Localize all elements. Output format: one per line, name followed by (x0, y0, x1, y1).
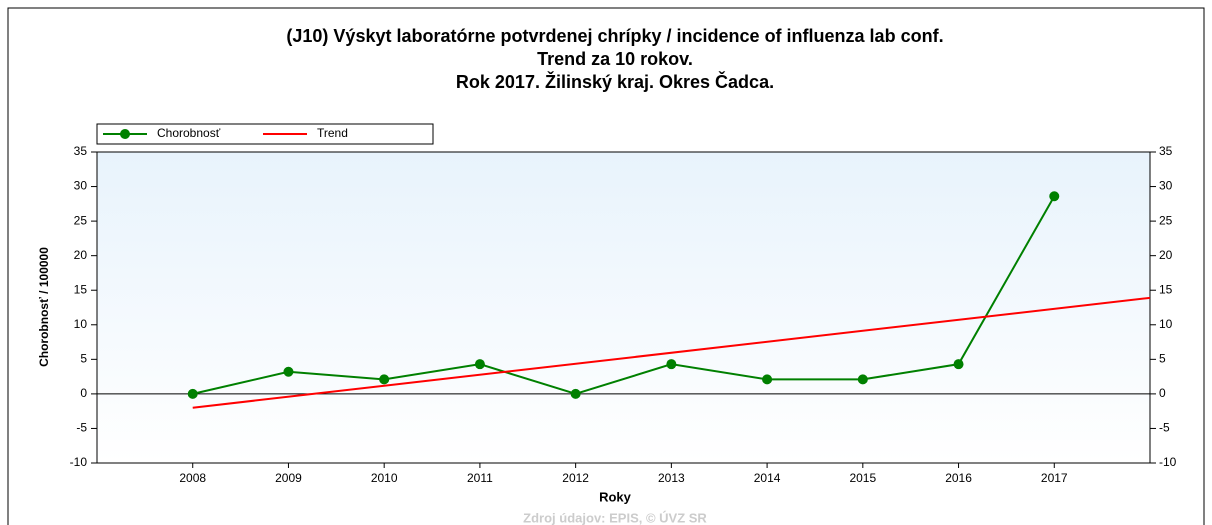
point (953, 359, 964, 370)
point (570, 388, 581, 399)
x-tick-label: 2009 (275, 471, 302, 485)
x-tick-label: 2012 (562, 471, 589, 485)
y-tick-label: 35 (74, 144, 88, 158)
frame (7, 7, 1205, 525)
y-tick-label: -5 (76, 421, 87, 435)
chart-title: (J10) Výskyt laboratórne potvrdenej chrí… (286, 26, 943, 46)
chart-title: Rok 2017. Žilinský kraj. Okres Čadca. (456, 71, 774, 92)
x-tick-label: 2011 (467, 471, 493, 485)
point (857, 374, 868, 385)
x-tick-label: 2008 (179, 471, 206, 485)
legend-label: Chorobnosť (157, 126, 221, 140)
y2-tick-label: 20 (1159, 248, 1173, 262)
y2-tick-label: 30 (1159, 179, 1173, 193)
x-tick-label: 2014 (754, 471, 781, 485)
point (283, 366, 294, 377)
legend-label: Trend (317, 126, 348, 140)
x-tick-label: 2013 (658, 471, 685, 485)
y2-tick-label: 0 (1159, 386, 1166, 400)
y-tick-label: 5 (80, 352, 87, 366)
y2-tick-label: -5 (1159, 421, 1170, 435)
point (762, 374, 773, 385)
y-tick-label: 20 (74, 248, 88, 262)
legend-marker (120, 129, 130, 139)
y-axis-label: Chorobnosť / 100000 (37, 247, 51, 367)
y-tick-label: 15 (74, 282, 88, 296)
x-tick-label: 2015 (849, 471, 876, 485)
y-tick-label: 0 (80, 386, 87, 400)
x-tick-label: 2017 (1041, 471, 1068, 485)
y-tick-label: -10 (70, 455, 88, 469)
y2-tick-label: -10 (1159, 455, 1177, 469)
y2-tick-label: 15 (1159, 282, 1173, 296)
y-tick-label: 25 (74, 213, 88, 227)
x-tick-label: 2016 (945, 471, 972, 485)
point (1049, 191, 1060, 202)
y2-tick-label: 5 (1159, 352, 1166, 366)
y2-tick-label: 25 (1159, 213, 1173, 227)
y2-tick-label: 35 (1159, 144, 1173, 158)
point (666, 359, 677, 370)
y-tick-label: 30 (74, 179, 88, 193)
series-line (192, 195, 1056, 395)
source: Zdroj údajov: EPIS, © ÚVZ SR (523, 510, 707, 525)
y-tick-label: 10 (74, 317, 88, 331)
point (187, 388, 198, 399)
chart-title: Trend za 10 rokov. (537, 49, 693, 69)
y2-tick-label: 10 (1159, 317, 1173, 331)
x-tick-label: 2010 (371, 471, 398, 485)
point (379, 374, 390, 385)
plot-area (96, 151, 1151, 464)
x-axis-label: Roky (599, 489, 632, 504)
series-line (192, 296, 1151, 409)
point (474, 359, 485, 370)
